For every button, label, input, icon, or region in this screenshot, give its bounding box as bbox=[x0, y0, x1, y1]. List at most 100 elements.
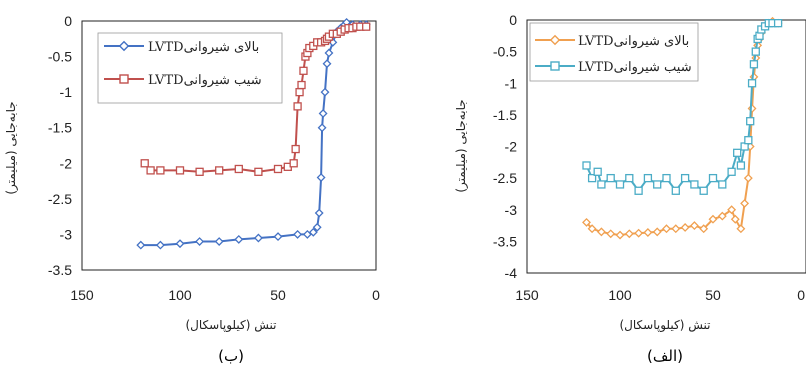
legend-item-alef-1: LVTDبالای شیروانی bbox=[535, 34, 689, 49]
y-tick-label: -2.5 bbox=[48, 191, 72, 207]
legend-box-b bbox=[97, 32, 283, 104]
data-point bbox=[615, 230, 625, 240]
data-point bbox=[643, 228, 653, 237]
y-tick-label: -0.5 bbox=[493, 44, 517, 60]
data-point bbox=[606, 173, 615, 183]
data-point bbox=[317, 123, 327, 133]
data-point bbox=[297, 80, 306, 90]
data-point bbox=[744, 136, 753, 145]
data-point bbox=[652, 227, 662, 237]
data-point bbox=[634, 228, 644, 238]
data-point bbox=[680, 173, 690, 183]
data-point bbox=[273, 232, 283, 242]
data-point bbox=[314, 208, 324, 218]
legend-diamond-b-1 bbox=[118, 40, 130, 52]
data-point bbox=[582, 217, 591, 227]
x-tick-label: 50 bbox=[705, 287, 721, 303]
caption-alef: (الف) bbox=[647, 347, 683, 365]
data-point bbox=[320, 87, 330, 97]
x-axis-alef: 150 100 50 0 bbox=[515, 287, 805, 303]
y-tick-label: -2 bbox=[60, 155, 73, 171]
x-tick-label: 0 bbox=[797, 287, 805, 303]
data-point bbox=[690, 180, 699, 189]
data-point bbox=[293, 102, 302, 111]
data-point bbox=[699, 186, 708, 195]
data-point bbox=[293, 229, 303, 239]
legend-label-alef-1: LVTDبالای شیروانی bbox=[578, 34, 689, 49]
data-point bbox=[140, 159, 149, 168]
data-point bbox=[680, 223, 690, 232]
data-point bbox=[634, 186, 643, 195]
data-point bbox=[291, 144, 300, 154]
data-point bbox=[736, 224, 746, 234]
data-point bbox=[708, 214, 718, 224]
data-point bbox=[606, 229, 616, 239]
data-point bbox=[322, 59, 332, 69]
y-tick-label: -3.5 bbox=[48, 262, 72, 278]
data-point bbox=[718, 180, 727, 189]
y-tick-label: 0 bbox=[509, 12, 517, 28]
data-point bbox=[747, 79, 757, 88]
data-point bbox=[253, 233, 263, 243]
data-point bbox=[273, 164, 283, 174]
data-point bbox=[699, 224, 709, 234]
data-point bbox=[615, 180, 625, 189]
y-tick-label: -4 bbox=[505, 265, 518, 281]
data-point bbox=[708, 173, 718, 183]
data-point bbox=[689, 221, 699, 231]
data-point bbox=[593, 167, 602, 176]
data-point bbox=[662, 173, 671, 183]
x-tick-label: 150 bbox=[515, 287, 539, 303]
data-point bbox=[214, 237, 224, 246]
y-tick-label: -3.5 bbox=[493, 233, 517, 249]
data-point bbox=[324, 48, 334, 58]
caption-b: (ب) bbox=[218, 347, 244, 365]
data-point bbox=[743, 173, 753, 183]
data-point bbox=[318, 109, 328, 118]
data-point bbox=[587, 173, 597, 183]
data-point bbox=[671, 186, 680, 195]
data-point bbox=[746, 117, 755, 126]
x-tick-label: 50 bbox=[270, 287, 286, 303]
data-point bbox=[316, 173, 326, 182]
data-point bbox=[295, 87, 304, 97]
legend-label-alef-2: LVTDشیب شیروانی bbox=[578, 60, 692, 75]
data-point bbox=[155, 240, 165, 250]
data-point bbox=[596, 227, 606, 237]
data-point bbox=[146, 166, 155, 175]
x-axis-title-b: تنش (کیلوپاسکال) bbox=[186, 318, 277, 333]
chart-b: 0 -0.5 -1 -1.5 -2 -2.5 -3 -3.5 150 100 50 0 LVTDبا… bbox=[4, 13, 380, 365]
y-tick-label: -2 bbox=[505, 139, 518, 155]
data-point bbox=[289, 159, 298, 168]
x-axis-title-alef: تنش (کیلوپاسکال) bbox=[620, 318, 711, 333]
series-group-b bbox=[136, 17, 371, 250]
series-group-alef bbox=[582, 16, 783, 240]
data-point bbox=[727, 205, 737, 215]
data-point bbox=[195, 237, 205, 246]
data-point bbox=[308, 227, 318, 237]
legend-label-b-2: LVTDشیب شیروانی bbox=[148, 73, 262, 88]
data-point bbox=[215, 166, 224, 175]
data-point bbox=[175, 166, 185, 175]
data-point bbox=[195, 167, 204, 176]
x-tick-label: 150 bbox=[70, 287, 94, 303]
legend-item-b-2: LVTDشیب شیروانی bbox=[104, 73, 262, 88]
data-point bbox=[299, 66, 308, 75]
y-axis-b: 0 -0.5 -1 -1.5 -2 -2.5 -3 -3.5 bbox=[48, 13, 72, 278]
y-tick-label: -1.5 bbox=[493, 107, 517, 123]
data-point bbox=[671, 224, 681, 234]
data-point bbox=[736, 161, 746, 170]
data-point bbox=[733, 148, 742, 157]
data-point bbox=[740, 198, 750, 208]
legend-label-b-1: LVTDبالای شیروانی bbox=[148, 40, 259, 55]
data-point bbox=[175, 239, 185, 249]
data-point bbox=[749, 60, 759, 69]
y-tick-label: -2.5 bbox=[493, 170, 517, 186]
legend-item-alef-2: LVTDشیب شیروانی bbox=[535, 60, 692, 75]
data-point bbox=[662, 224, 671, 234]
y-axis-title-b: جابه‌جایی (میلیمتر) bbox=[4, 101, 19, 194]
data-point bbox=[730, 214, 740, 224]
data-point bbox=[751, 47, 760, 56]
y-tick-label: 0 bbox=[64, 13, 72, 29]
